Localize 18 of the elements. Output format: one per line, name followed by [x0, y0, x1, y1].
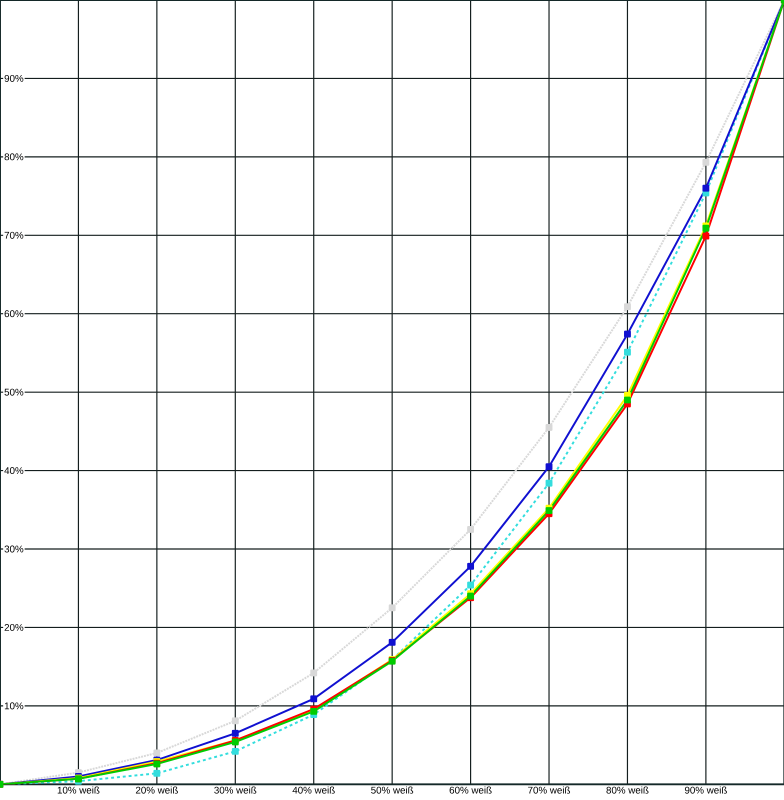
x-tick-label: 80% weiß: [606, 786, 648, 794]
x-tick-label: 40% weiß: [292, 786, 335, 794]
x-tick-label: 30% weiß: [214, 786, 256, 794]
y-tick-label: 70%: [4, 232, 24, 239]
y-tick-label: 10%: [4, 702, 24, 710]
y-tick-label: 20%: [4, 624, 24, 631]
y-tick-label: 40%: [4, 467, 24, 474]
y-tick-label: 80%: [4, 153, 24, 160]
x-tick-label: 60% weiß: [449, 786, 492, 794]
x-tick-label: 70% weiß: [528, 786, 570, 794]
y-tick-label: 60%: [4, 310, 24, 318]
x-tick-label: 90% weiß: [684, 786, 727, 794]
x-tick-label: 10% weiß: [58, 786, 100, 794]
x-tick-label: 20% weiß: [136, 786, 178, 794]
y-tick-label: 90%: [4, 74, 24, 82]
y-tick-label: 30%: [4, 546, 24, 552]
x-tick-label: 50% weiß: [370, 786, 414, 794]
y-tick-label: 50%: [4, 388, 24, 396]
